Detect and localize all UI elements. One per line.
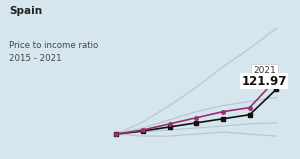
Text: 2021: 2021 — [253, 66, 276, 75]
Text: 121.97: 121.97 — [242, 75, 287, 88]
Text: Price to income ratio
2015 - 2021: Price to income ratio 2015 - 2021 — [9, 41, 98, 63]
Text: Spain: Spain — [9, 6, 42, 16]
